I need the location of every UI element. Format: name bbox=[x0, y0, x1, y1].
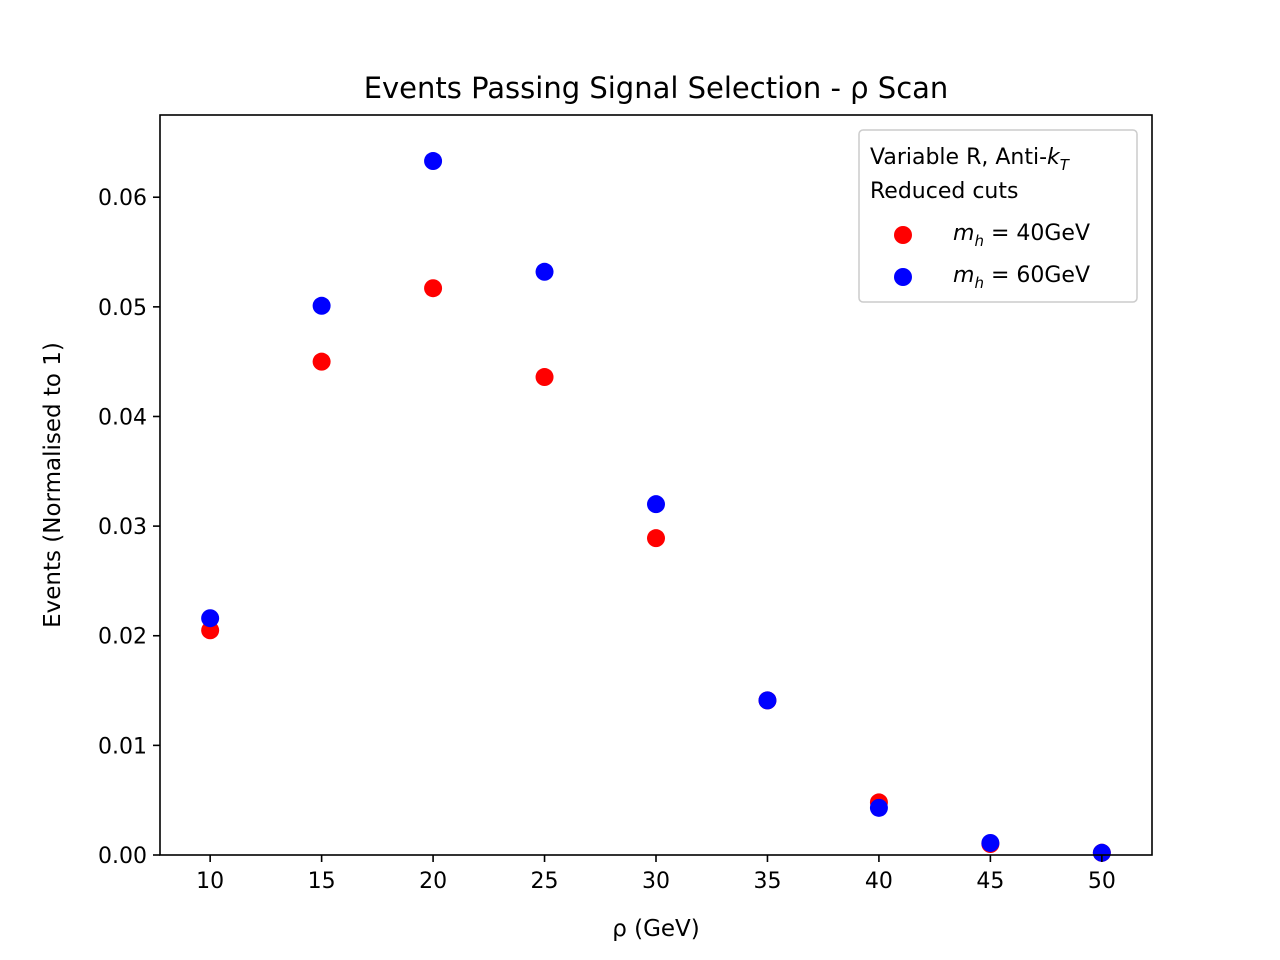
y-tick-label-4: 0.04 bbox=[98, 405, 147, 430]
data-point-series-2-30 bbox=[647, 495, 665, 514]
x-tick-label-35: 35 bbox=[753, 869, 781, 894]
legend-label-series-2: mh = 60GeV bbox=[953, 263, 1090, 292]
data-point-series-1-20 bbox=[424, 279, 443, 298]
y-tick-label-1: 0.01 bbox=[98, 734, 147, 759]
y-tick-label-2: 0.02 bbox=[98, 625, 147, 650]
data-point-series-2-50 bbox=[1092, 843, 1111, 862]
x-tick-label-30: 30 bbox=[642, 869, 670, 894]
data-point-series-1-15 bbox=[312, 352, 331, 371]
data-point-series-2-40 bbox=[869, 798, 888, 817]
legend-label-series-1: mh = 40GeV bbox=[953, 221, 1090, 250]
plot-area bbox=[159, 114, 1153, 862]
data-point-series-2-35 bbox=[758, 691, 777, 710]
data-point-series-2-10 bbox=[201, 609, 220, 628]
data-point-series-1-25 bbox=[535, 368, 554, 387]
data-point-series-2-25 bbox=[535, 262, 554, 281]
legend-title-line-1: Variable R, Anti-kT bbox=[870, 145, 1071, 174]
data-point-series-2-45 bbox=[981, 833, 1000, 852]
x-tick-label-50: 50 bbox=[1088, 869, 1116, 894]
x-tick-label-15: 15 bbox=[308, 869, 336, 894]
x-tick-label-45: 45 bbox=[976, 869, 1004, 894]
y-tick-label-3: 0.03 bbox=[98, 515, 147, 540]
x-axis: 10 15 20 25 30 35 40 45 50 bbox=[196, 855, 1116, 894]
y-axis-title: Events (Normalised to 1) bbox=[40, 342, 66, 628]
legend-box bbox=[858, 129, 1138, 303]
y-tick-label-5: 0.05 bbox=[98, 296, 147, 321]
legend-title-line-2: Reduced cuts bbox=[870, 179, 1018, 204]
data-point-series-1-30 bbox=[647, 529, 665, 548]
legend-marker-series-1 bbox=[894, 226, 912, 244]
x-axis-title: ρ (GeV) bbox=[612, 916, 700, 942]
legend: Variable R, Anti-kT Reduced cuts mh = 40… bbox=[858, 129, 1138, 303]
x-tick-label-20: 20 bbox=[419, 869, 447, 894]
x-tick-label-25: 25 bbox=[531, 869, 559, 894]
x-tick-label-40: 40 bbox=[865, 869, 893, 894]
y-axis: 0.00 0.01 0.02 0.03 0.04 0.05 0.06 bbox=[98, 186, 160, 869]
y-tick-label-0: 0.00 bbox=[98, 844, 147, 869]
x-tick-label-10: 10 bbox=[196, 869, 224, 894]
legend-marker-series-2 bbox=[894, 268, 912, 286]
y-tick-label-6: 0.06 bbox=[98, 186, 147, 211]
data-point-series-2-20 bbox=[424, 152, 443, 171]
chart-title: Events Passing Signal Selection - ρ Scan bbox=[364, 71, 949, 105]
data-point-series-2-15 bbox=[312, 296, 331, 315]
